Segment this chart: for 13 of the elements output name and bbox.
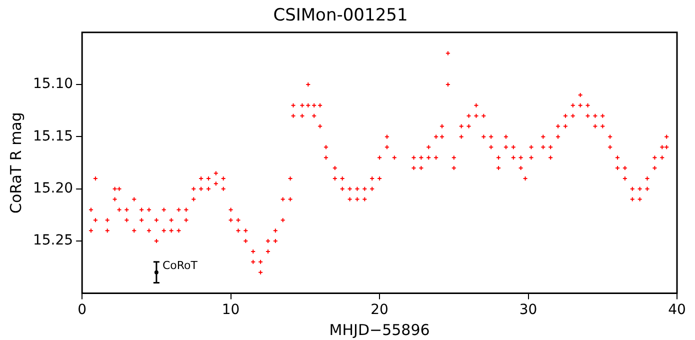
x-tick-label: 30: [519, 302, 538, 318]
series-label: CoRoT: [162, 258, 198, 272]
x-tick-label: 0: [78, 302, 87, 318]
x-axis-title: MHJD−55896: [329, 320, 430, 339]
x-tick-label: 10: [222, 302, 240, 318]
x-tick-label: 40: [668, 302, 686, 318]
y-tick-label: 15.10: [32, 76, 74, 92]
y-tick-label: 15.15: [32, 128, 74, 144]
y-axis-title: CoRaT R mag: [6, 112, 25, 214]
chart-title: CSIMon-001251: [273, 6, 408, 26]
y-tick-label: 15.20: [32, 180, 74, 197]
x-tick-label: 20: [370, 302, 388, 318]
y-tick-label: 15.25: [32, 232, 74, 249]
